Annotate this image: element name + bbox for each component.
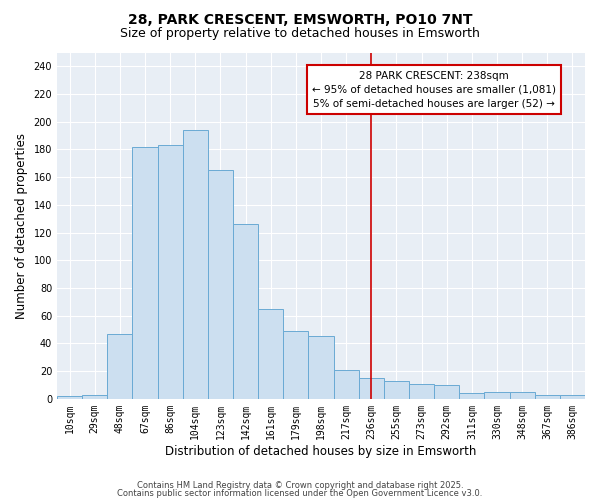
Text: Size of property relative to detached houses in Emsworth: Size of property relative to detached ho… <box>120 28 480 40</box>
Bar <box>158 146 183 399</box>
Y-axis label: Number of detached properties: Number of detached properties <box>15 132 28 318</box>
Bar <box>535 394 560 399</box>
Bar <box>308 336 334 399</box>
X-axis label: Distribution of detached houses by size in Emsworth: Distribution of detached houses by size … <box>166 444 477 458</box>
Bar <box>107 334 133 399</box>
Bar <box>484 392 509 399</box>
Bar <box>208 170 233 399</box>
Bar <box>82 394 107 399</box>
Bar <box>560 394 585 399</box>
Bar <box>258 309 283 399</box>
Bar <box>459 394 484 399</box>
Bar <box>133 146 158 399</box>
Bar <box>57 396 82 399</box>
Bar <box>233 224 258 399</box>
Text: Contains HM Land Registry data © Crown copyright and database right 2025.: Contains HM Land Registry data © Crown c… <box>137 482 463 490</box>
Bar <box>434 385 459 399</box>
Bar <box>409 384 434 399</box>
Text: Contains public sector information licensed under the Open Government Licence v3: Contains public sector information licen… <box>118 490 482 498</box>
Text: 28, PARK CRESCENT, EMSWORTH, PO10 7NT: 28, PARK CRESCENT, EMSWORTH, PO10 7NT <box>128 12 472 26</box>
Bar <box>384 381 409 399</box>
Bar <box>334 370 359 399</box>
Bar <box>509 392 535 399</box>
Bar <box>283 331 308 399</box>
Bar <box>359 378 384 399</box>
Text: 28 PARK CRESCENT: 238sqm
← 95% of detached houses are smaller (1,081)
5% of semi: 28 PARK CRESCENT: 238sqm ← 95% of detach… <box>312 70 556 108</box>
Bar <box>183 130 208 399</box>
